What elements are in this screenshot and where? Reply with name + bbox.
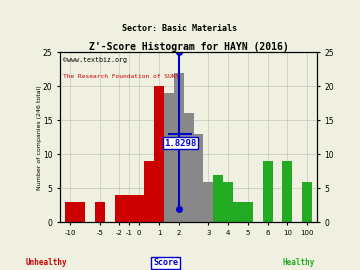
Bar — [194, 134, 203, 222]
Bar — [213, 175, 223, 222]
Title: Z'-Score Histogram for HAYN (2016): Z'-Score Histogram for HAYN (2016) — [89, 42, 288, 52]
Bar — [75, 202, 85, 222]
Bar — [184, 113, 194, 222]
Bar — [65, 202, 75, 222]
Text: 1.8298: 1.8298 — [164, 139, 196, 147]
Bar — [302, 182, 312, 222]
Bar — [203, 182, 213, 222]
Bar — [282, 161, 292, 222]
Text: Score: Score — [153, 258, 178, 267]
Bar — [95, 202, 105, 222]
Bar — [164, 93, 174, 222]
Text: Unhealthy: Unhealthy — [26, 258, 68, 267]
Y-axis label: Number of companies (246 total): Number of companies (246 total) — [37, 85, 42, 190]
Bar — [134, 195, 144, 222]
Text: The Research Foundation of SUNY: The Research Foundation of SUNY — [63, 74, 179, 79]
Bar — [233, 202, 243, 222]
Bar — [154, 86, 164, 222]
Bar — [263, 161, 273, 222]
Text: ©www.textbiz.org: ©www.textbiz.org — [63, 57, 127, 63]
Text: Healthy: Healthy — [283, 258, 315, 267]
Bar — [144, 161, 154, 222]
Text: Sector: Basic Materials: Sector: Basic Materials — [122, 24, 238, 33]
Bar — [223, 182, 233, 222]
Bar — [243, 202, 253, 222]
Bar — [114, 195, 125, 222]
Bar — [174, 73, 184, 222]
Bar — [125, 195, 134, 222]
